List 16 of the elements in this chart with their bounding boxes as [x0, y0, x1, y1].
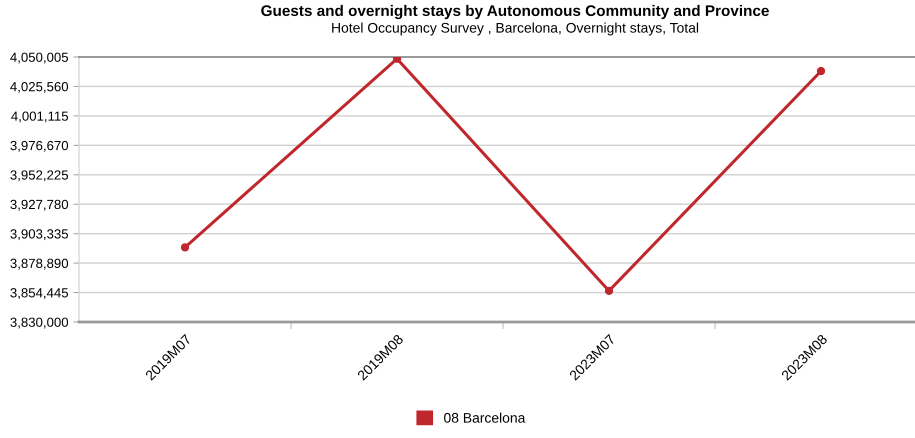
y-tick-label: 3,830,000: [10, 318, 68, 328]
y-tick-label: 4,025,560: [10, 82, 68, 93]
y-tick-label: 3,952,225: [10, 170, 68, 182]
point: [816, 66, 826, 76]
point: [604, 286, 614, 296]
point: [180, 243, 190, 252]
y-tick-label: 3,976,670: [10, 140, 68, 152]
chart-title: Guests and overnight stays by Autonomous Community and Province: [261, 4, 769, 20]
y-tick-label: 3,927,780: [10, 200, 68, 211]
y-tick-label: 3,903,335: [10, 229, 68, 240]
y-tick-label: 4,001,115: [11, 111, 68, 122]
y-tick-label: 3,878,890: [10, 258, 68, 270]
chart-subtitle: Hotel Occupancy Survey , Barcelona, Overnight stays, Total: [332, 22, 698, 36]
legend-label: 08 Barcelona: [444, 412, 526, 423]
y-tick-label: 4,050,005: [10, 52, 68, 64]
y-tick-label: 3,854,445: [10, 288, 68, 300]
